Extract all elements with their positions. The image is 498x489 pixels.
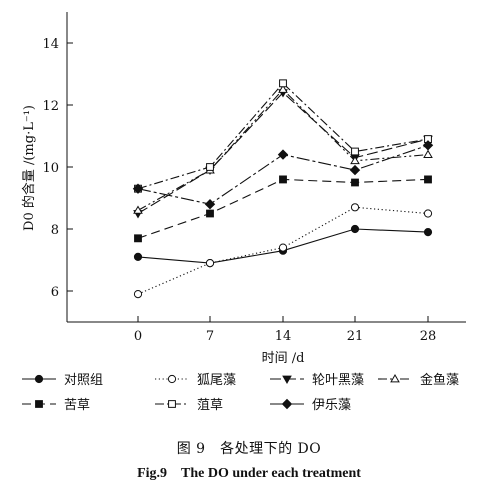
x-tick-label: 28 [420,329,437,344]
data-point [424,175,432,184]
legend-label: 轮叶黑藻 [312,373,364,388]
data-point [168,400,176,408]
y-tick-label: 12 [42,99,59,114]
legend-entry: 菹草 [155,398,223,413]
data-point [351,147,359,156]
data-point [282,375,292,384]
x-tick-label: 14 [275,329,292,344]
series-markers [132,79,434,299]
data-point [349,164,361,176]
y-tick-label: 6 [51,285,59,300]
legend-label: 苦草 [64,397,90,413]
legend-label: 对照组 [64,373,103,388]
data-point [350,155,360,165]
data-point [35,400,43,408]
series-line [137,82,429,190]
legend-entry: 金鱼藻 [378,372,459,388]
legend-label: 金鱼藻 [420,372,459,388]
y-tick-label: 8 [51,223,59,238]
series-lines [137,82,429,295]
x-tick-label: 7 [206,329,214,344]
data-point [133,205,143,214]
data-point [206,163,214,171]
data-point [350,224,360,234]
figure-caption-english: Fig.9 The DO under each treatment [137,466,361,481]
data-point [133,290,143,299]
data-point [281,398,293,410]
series-line [137,178,429,239]
y-tick-label: 14 [42,37,59,52]
data-point [423,209,433,218]
data-point [34,374,44,384]
legend-entry: 对照组 [22,373,103,388]
x-tick-label: 21 [347,329,364,344]
data-point [424,135,432,144]
data-point [278,243,288,252]
data-point [390,374,400,383]
data-point [279,175,287,184]
data-point [350,203,360,212]
x-axis-label: 时间 /d [262,351,305,366]
legend-entry: 狐尾藻 [155,373,236,388]
data-point [277,149,289,160]
chart-axes: 6 8 10 12 14 0 7 14 21 28 [42,12,466,344]
x-tick-label: 0 [134,329,142,344]
data-point [422,140,434,151]
data-point [351,178,359,187]
data-point [423,149,433,158]
legend-entry: 轮叶黑藻 [270,373,364,388]
y-tick-label: 10 [42,161,59,176]
data-point [206,209,214,218]
data-point [204,198,216,210]
y-axis-label: D0 的含量 /(mg·L⁻¹) [21,105,37,231]
legend-entry: 苦草 [22,397,90,413]
data-point [132,183,144,194]
legend-entry: 伊乐藻 [270,398,351,413]
data-point [205,259,215,268]
data-point [133,252,143,261]
figure-caption-chinese: 图 9 各处理下的 DO [176,441,322,457]
data-point [167,374,177,384]
data-point [134,234,142,243]
data-point [279,79,287,88]
legend-label: 伊乐藻 [312,398,351,413]
legend-label: 菹草 [197,398,223,413]
legend-label: 狐尾藻 [197,373,236,388]
data-point [423,228,433,237]
data-point [278,84,288,93]
